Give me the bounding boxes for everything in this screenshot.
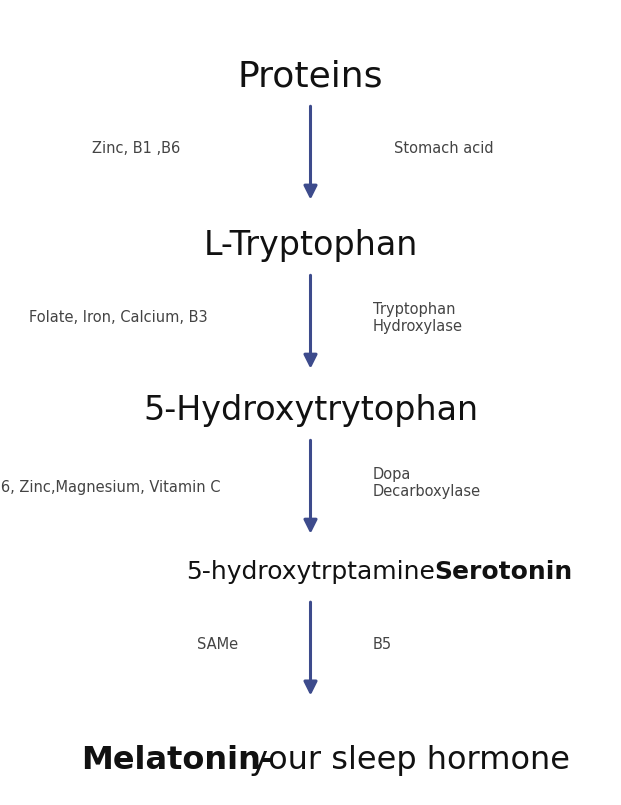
Text: SAMe: SAMe: [197, 637, 238, 651]
Text: 5-hydroxytrptamine: 5-hydroxytrptamine: [186, 559, 435, 584]
Text: Dopa
Decarboxylase: Dopa Decarboxylase: [373, 467, 481, 499]
Text: Proteins: Proteins: [238, 60, 383, 93]
Text: Zinc, B1 ,B6: Zinc, B1 ,B6: [93, 142, 181, 156]
Text: your sleep hormone: your sleep hormone: [239, 745, 570, 776]
Text: Folate, Iron, Calcium, B3: Folate, Iron, Calcium, B3: [29, 311, 207, 325]
Text: B6, Zinc,Magnesium, Vitamin C: B6, Zinc,Magnesium, Vitamin C: [0, 480, 220, 494]
Text: Serotonin: Serotonin: [435, 559, 573, 584]
Text: Tryptophan
Hydroxylase: Tryptophan Hydroxylase: [373, 302, 463, 334]
Text: Melatonin-: Melatonin-: [81, 745, 274, 776]
Text: 5-Hydroxytrytophan: 5-Hydroxytrytophan: [143, 394, 478, 427]
Text: B5: B5: [373, 637, 392, 651]
Text: Stomach acid: Stomach acid: [394, 142, 494, 156]
Text: L-Tryptophan: L-Tryptophan: [203, 229, 418, 262]
